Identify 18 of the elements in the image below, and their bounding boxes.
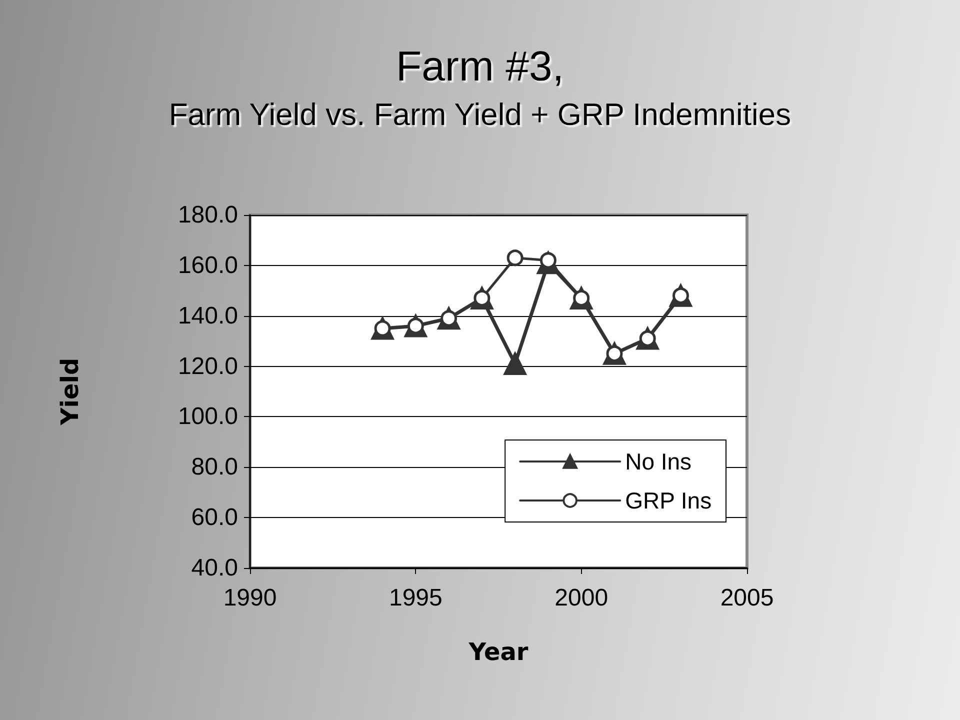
x-tick-label: 2000 xyxy=(554,584,608,612)
x-tick-label: 1995 xyxy=(388,584,442,612)
x-tick-label: 2005 xyxy=(720,584,774,612)
y-tick-label: 140.0 xyxy=(178,302,238,330)
y-tick-label: 120.0 xyxy=(178,352,238,380)
y-tick-label: 160.0 xyxy=(178,252,238,279)
x-axis-title: Year xyxy=(468,638,528,666)
chart-title: Farm #3, xyxy=(396,42,564,90)
y-tick-label: 60.0 xyxy=(191,504,238,532)
y-tick-label: 80.0 xyxy=(191,454,238,481)
legend-label: GRP Ins xyxy=(625,488,712,514)
x-tick-label: 1990 xyxy=(223,584,277,612)
y-tick-label: 40.0 xyxy=(191,554,238,582)
y-axis-title: Yield xyxy=(56,358,84,426)
y-tick-label: 100.0 xyxy=(178,403,238,430)
legend-label: No Ins xyxy=(625,448,692,474)
chart-subtitle: Farm Yield vs. Farm Yield + GRP Indemnities xyxy=(168,97,792,132)
y-tick-label: 180.0 xyxy=(178,202,238,228)
